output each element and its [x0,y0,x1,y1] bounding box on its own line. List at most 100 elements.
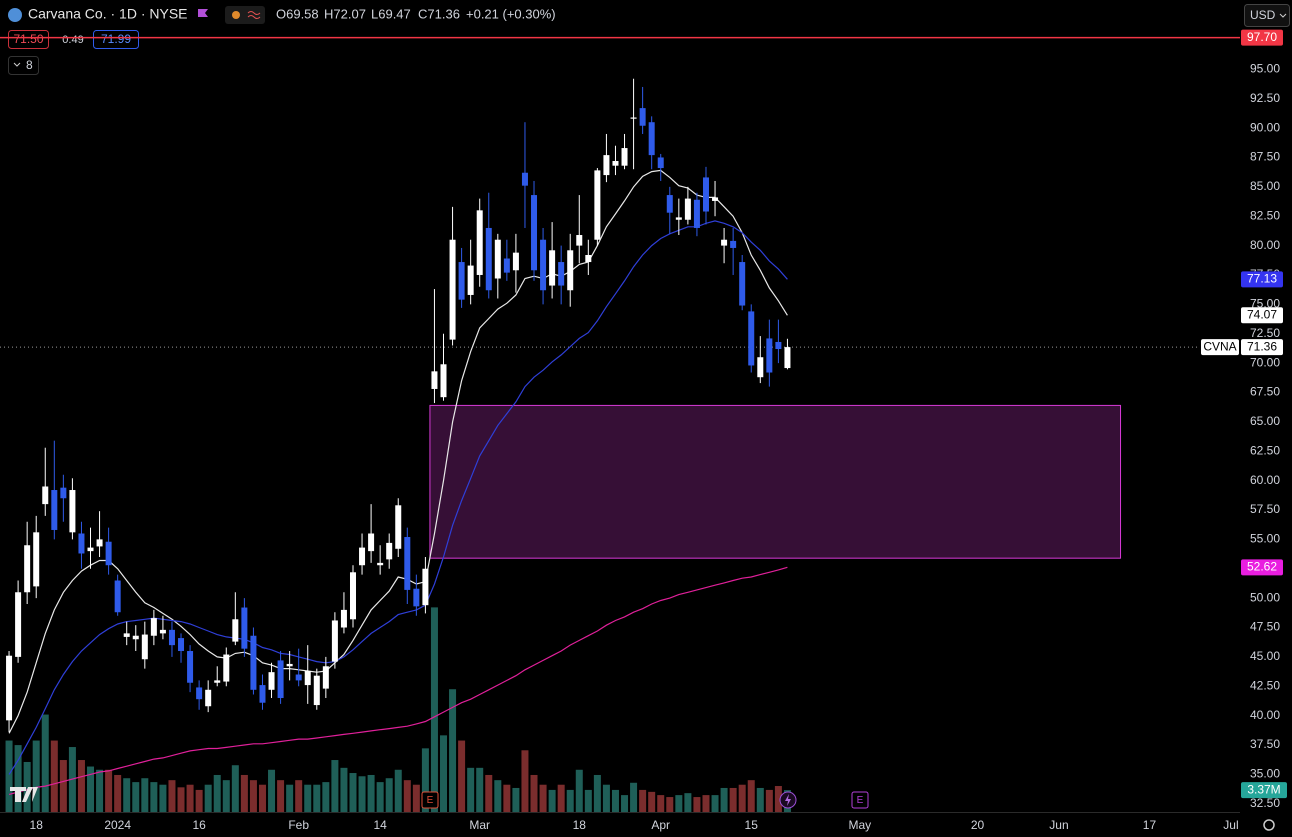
candle-body [250,635,257,690]
alert-price-label-box [1241,29,1283,46]
candle-body [105,541,112,566]
volume-bar [738,784,746,812]
volume-bar [521,750,529,812]
volume-bar [503,784,511,812]
y-tick-label: 82.50 [1250,208,1280,222]
volume-bar [277,780,285,812]
y-tick-label: 87.50 [1250,150,1280,164]
volume-bar [367,774,375,812]
candle-body [549,250,556,286]
candle-body [413,588,420,607]
candle-body [123,633,130,637]
volume-bar [204,784,212,812]
ohlc-high: H72.07 [324,6,366,21]
volume-bar [59,760,67,812]
volume-bar [593,774,601,812]
candle-body [24,545,31,593]
candle-body [702,177,709,212]
candle-body [377,562,384,566]
volume-bar [349,773,357,812]
candle-body [739,262,746,306]
volume-bar [385,778,393,812]
ma-last-label: 77.13 [1247,271,1277,285]
volume-bar [50,740,58,812]
candle-body [657,157,664,169]
volume-bar [512,787,520,812]
volume-bar [711,795,719,812]
y-tick-label: 45.00 [1250,649,1280,663]
lightning-icon [785,794,791,806]
settings-icon[interactable] [1263,819,1275,831]
volume-bar [530,774,538,812]
y-tick-label: 60.00 [1250,473,1280,487]
candle-body [268,672,275,690]
candle-body [540,239,547,291]
candle-body [784,347,791,369]
currency-select[interactable] [1244,4,1290,27]
candle-body [331,620,338,662]
volume-bar [421,748,429,812]
indicators-toggle[interactable] [8,56,39,75]
x-tick-label: 15 [745,818,759,832]
volume-bar [268,769,276,812]
bid-box[interactable] [8,30,49,49]
y-tick-label: 90.00 [1250,120,1280,134]
volume-bar [150,782,158,812]
candle-body [585,254,592,263]
volume-bar [249,780,257,812]
volume-bar [774,786,782,812]
candle-body [675,217,682,220]
candle-body [766,338,773,373]
candle-body [558,262,565,286]
ask-box[interactable] [93,30,139,49]
x-tick-label: Jul [1223,818,1238,832]
volume-bar [295,780,303,812]
demand-zone [429,404,1122,559]
volume-bar [557,784,565,812]
volume-bar [575,769,583,812]
status-badge[interactable] [225,6,265,24]
x-tick-label: 16 [192,818,206,832]
candle-body [96,539,103,547]
candle-body [42,486,49,505]
volume-bar [114,774,122,812]
candle-body [141,634,148,660]
candle-body [693,199,700,228]
y-tick-label: 65.00 [1250,414,1280,428]
symbol-label: CVNA [1203,339,1236,353]
candle-body [295,674,302,681]
plot-area: 32.50 35.00 37.50 40.00 42.50 45.00 47.50 50.00… [0,29,1287,832]
volume-bar [693,797,701,812]
x-tick-label: 2024 [104,818,131,832]
candle-body [196,687,203,700]
volume-bar [331,760,339,812]
candle-body [60,487,67,499]
candle-body [6,655,13,721]
candle-body [168,629,175,646]
volume-bar [340,767,348,812]
ohlc-low: L69.47 [371,6,411,21]
x-tick-label: Apr [651,818,670,832]
volume-bar [358,776,366,812]
earnings-marker: E [427,795,434,806]
volume-bar [313,784,321,812]
candle-body [612,160,619,166]
candle-body [304,670,311,686]
candle-body [33,532,40,587]
candle-body [15,592,22,657]
candle-body [648,122,655,156]
volume-bar [449,689,457,812]
candle-body [368,533,375,552]
volume-last-label-box [1241,782,1287,799]
candle-body [721,239,728,246]
x-tick-label: 17 [1143,818,1157,832]
volume-bar [566,789,574,812]
volume-bar [213,774,221,812]
x-tick-label: Mar [469,818,490,832]
volume-bar [41,714,49,812]
candle-body [485,227,492,291]
volume-bar [539,784,547,812]
volume-bar [14,745,22,812]
candle-body [666,195,673,213]
